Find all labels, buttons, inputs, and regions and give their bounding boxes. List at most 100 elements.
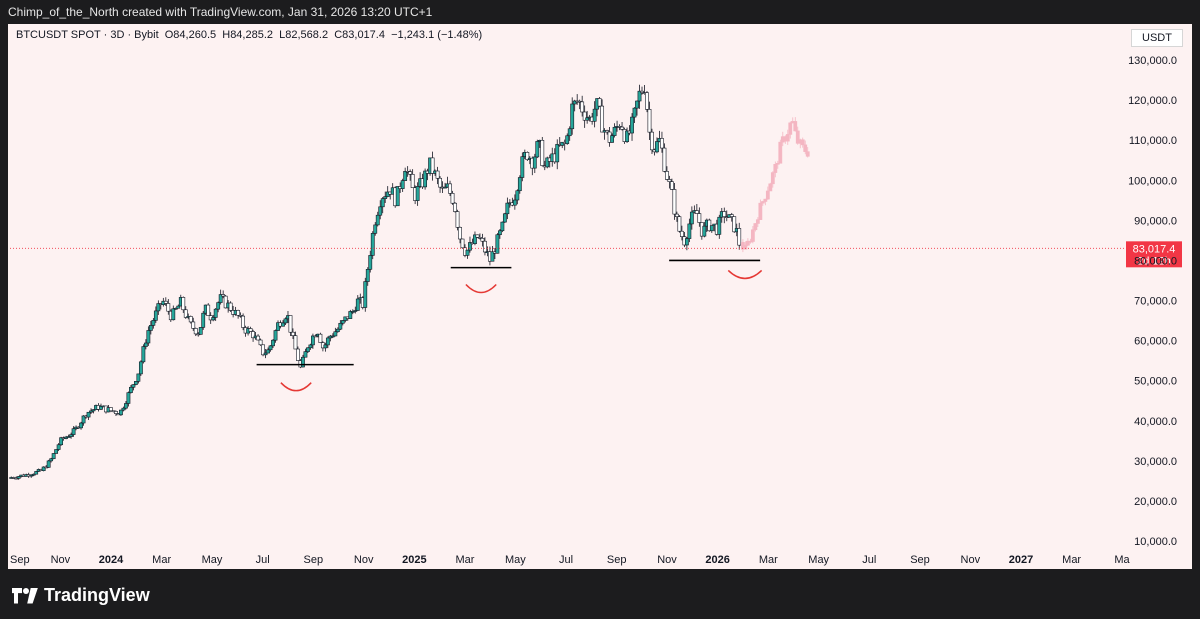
candle-body xyxy=(311,335,315,346)
candle-body xyxy=(635,100,639,109)
y-tick-label: 60,000.0 xyxy=(1134,336,1177,348)
candle-body xyxy=(580,101,585,113)
candle-body xyxy=(625,130,629,142)
candle-body xyxy=(365,269,370,282)
candle xyxy=(677,215,682,233)
candle-body xyxy=(91,409,96,412)
candle xyxy=(473,231,477,246)
candle-body xyxy=(582,111,587,121)
candle xyxy=(535,139,540,159)
candle xyxy=(373,222,378,236)
candle-body xyxy=(512,199,517,206)
chart-area[interactable] xyxy=(8,24,1192,569)
candle-body xyxy=(263,352,268,356)
candle xyxy=(166,299,171,315)
candle xyxy=(525,151,530,161)
candle-body xyxy=(124,403,128,409)
footer xyxy=(0,569,1200,619)
projection-body xyxy=(745,240,750,246)
y-tick-label: 20,000.0 xyxy=(1134,496,1177,508)
candle-body xyxy=(500,221,505,232)
candle-body xyxy=(56,444,61,450)
candle xyxy=(181,296,186,313)
open-value: O84,260.5 xyxy=(164,29,217,41)
candle xyxy=(465,249,470,259)
candle xyxy=(308,343,313,350)
candle xyxy=(610,133,614,143)
candle xyxy=(291,328,295,339)
candle-body xyxy=(732,216,737,233)
projection-body xyxy=(773,164,778,173)
x-tick-label: Jul xyxy=(256,554,270,566)
candle xyxy=(582,105,587,128)
candle xyxy=(645,90,649,113)
candle xyxy=(338,320,343,331)
candle xyxy=(655,137,659,154)
candle-body xyxy=(176,305,181,309)
candle-body xyxy=(520,156,525,178)
candle-body xyxy=(16,476,21,479)
candle xyxy=(709,225,714,233)
candle xyxy=(350,309,355,315)
y-tick-label: 70,000.0 xyxy=(1134,296,1177,308)
candle-body xyxy=(455,211,460,228)
projection-body xyxy=(775,162,780,165)
candle xyxy=(191,317,196,331)
candle-body xyxy=(610,135,614,143)
candle xyxy=(156,300,161,315)
attribution-text: Chimp_of_the_North created with TradingV… xyxy=(8,5,433,19)
candle-body xyxy=(291,331,295,336)
candle xyxy=(91,409,96,414)
candle-body xyxy=(458,227,462,240)
projection-candle xyxy=(800,137,805,148)
candle xyxy=(223,295,228,309)
candle xyxy=(126,391,131,407)
candle-body xyxy=(468,242,472,251)
candle-body xyxy=(697,213,702,223)
candle xyxy=(408,169,413,181)
x-tick-label: Nov xyxy=(657,554,677,566)
candle-body xyxy=(605,130,609,133)
ohlc-legend: BTCUSDT SPOT · 3D · Bybit O84,260.5 H84,… xyxy=(16,29,482,41)
x-tick-label: Mar xyxy=(1062,554,1081,566)
candle xyxy=(49,457,54,463)
candle xyxy=(325,336,330,349)
candle-body xyxy=(59,437,64,446)
candle-body xyxy=(478,237,482,239)
candle xyxy=(490,245,495,262)
candle-body xyxy=(261,344,265,356)
candle-body xyxy=(114,411,118,414)
candle xyxy=(679,225,684,241)
candle-body xyxy=(193,328,198,335)
candle-body xyxy=(288,315,293,333)
candle xyxy=(580,95,585,117)
candle xyxy=(306,347,310,353)
projection-candle xyxy=(778,139,783,164)
candle-body xyxy=(423,170,428,188)
bottom-arc xyxy=(727,269,763,280)
currency-selector[interactable]: USDT xyxy=(1131,29,1183,47)
candle xyxy=(81,415,86,426)
candle-body xyxy=(655,141,659,153)
candle-body xyxy=(350,311,355,313)
candle xyxy=(545,156,550,169)
candle xyxy=(266,347,270,354)
projection-body xyxy=(743,244,748,250)
tradingview-brand[interactable]: TradingView xyxy=(12,585,150,606)
candle xyxy=(163,297,168,306)
candle-body xyxy=(340,320,345,324)
candle-body xyxy=(555,144,560,163)
candle-body xyxy=(545,157,550,168)
candle-body xyxy=(722,211,727,217)
candle xyxy=(16,475,21,480)
projection-candle xyxy=(755,217,760,227)
candle xyxy=(201,310,206,330)
candle-body xyxy=(647,109,652,133)
candle-body xyxy=(273,330,278,341)
candle-body xyxy=(228,302,233,311)
candle-body xyxy=(271,339,275,347)
candle xyxy=(121,406,126,412)
candle xyxy=(114,410,118,417)
x-tick-label: May xyxy=(505,554,526,566)
